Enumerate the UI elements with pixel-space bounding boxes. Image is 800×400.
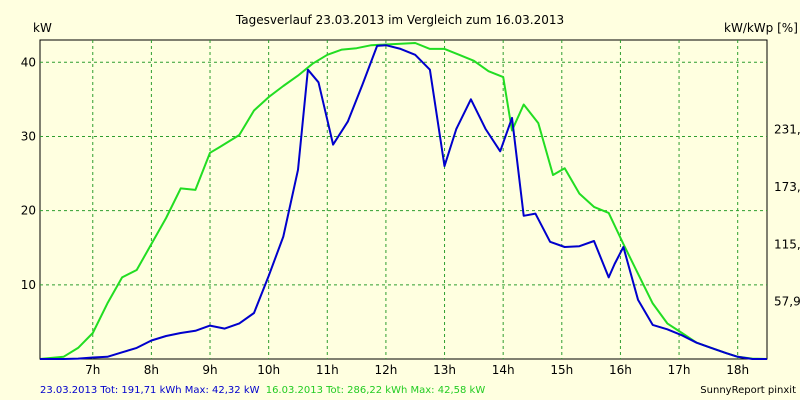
x-tick-label: 9h (202, 363, 217, 377)
y-tick-label-left: 10 (21, 278, 36, 292)
y-tick-label-left: 30 (21, 129, 36, 143)
y-tick-label-right: 231,5 (774, 123, 800, 137)
y-tick-label-right: 57,9 (774, 295, 800, 309)
x-tick-label: 18h (726, 363, 749, 377)
x-tick-labels: 7h 8h 9h 10h 11h 12h 13h 14h 15h 16h 17h 18h (85, 363, 749, 377)
series-line-16.03.2013 (39, 42, 768, 360)
x-tick-label: 15h (550, 363, 573, 377)
y-axis-label-left: kW (33, 21, 52, 35)
series-line-23.03.2013 (40, 44, 767, 360)
legend-blue-text: 23.03.2013 Tot: 191,71 kWh Max: 42,32 kW (40, 385, 260, 396)
x-tick-label: 8h (144, 363, 159, 377)
y-tick-label-right: 115,7 (774, 237, 800, 251)
x-tick-label: 14h (492, 363, 515, 377)
x-tick-label: 13h (433, 363, 456, 377)
y-tick-label-right: 173,6 (774, 180, 800, 194)
x-tick-label: 11h (316, 363, 339, 377)
legend-green-text: 16.03.2013 Tot: 286,22 kWh Max: 42,58 kW (266, 385, 486, 396)
x-tick-label: 12h (374, 363, 397, 377)
y-tick-label-left: 40 (21, 55, 36, 69)
chart-title: Tagesverlauf 23.03.2013 im Vergleich zum… (235, 13, 564, 27)
plot-area (39, 39, 768, 360)
y-tick-labels-left: 10 20 30 40 (21, 55, 36, 292)
x-tick-label: 16h (609, 363, 632, 377)
grid (40, 40, 767, 359)
y-tick-label-left: 20 (21, 204, 36, 218)
y-axis-label-right: kW/kWp [%] (724, 21, 798, 35)
series-lines (39, 42, 768, 360)
footer-credit: SunnyReport pinxit (700, 385, 796, 396)
x-tick-label: 10h (257, 363, 280, 377)
x-tick-label: 17h (668, 363, 691, 377)
x-tick-label: 7h (85, 363, 100, 377)
y-tick-labels-right: 57,9 115,7 173,6 231,5 (774, 123, 800, 309)
footer-legend: 23.03.2013 Tot: 191,71 kWh Max: 42,32 kW… (40, 385, 485, 396)
